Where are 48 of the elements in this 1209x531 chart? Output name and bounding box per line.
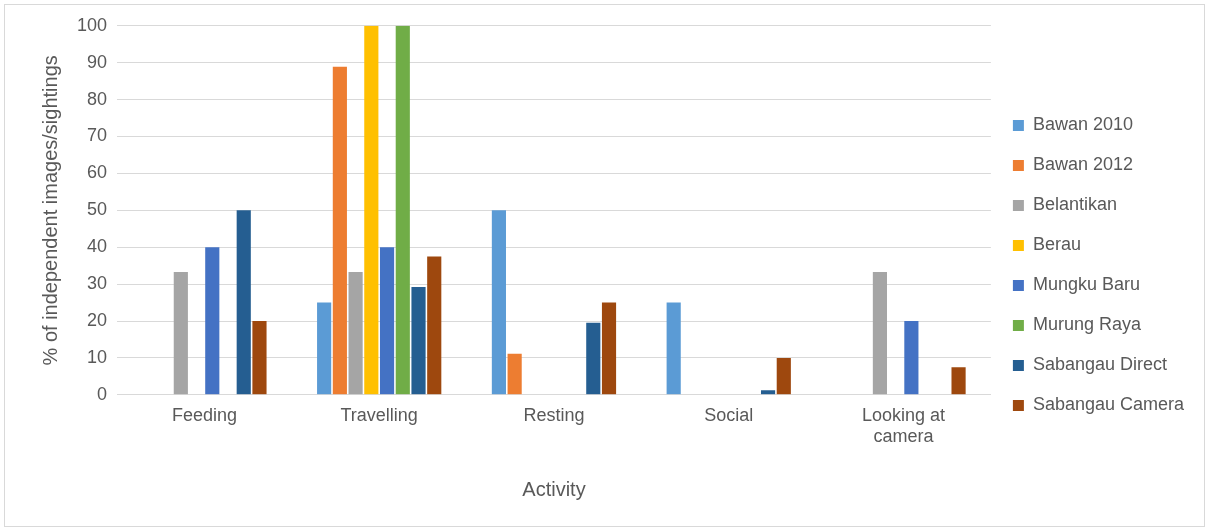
bar <box>205 247 220 395</box>
bar <box>379 247 395 395</box>
y-tick-label: 90 <box>87 51 108 72</box>
x-tick-label: Looking at camera <box>861 404 946 447</box>
bar <box>666 302 681 395</box>
y-tick-label: 80 <box>87 88 108 109</box>
bar <box>491 210 506 395</box>
bar <box>951 367 966 395</box>
x-tick-label: Resting <box>523 404 585 425</box>
bar <box>348 271 363 395</box>
legend-label: Sabangau Camera <box>1032 394 1185 415</box>
bar <box>236 210 251 395</box>
bar <box>507 353 522 395</box>
y-tick-label: 30 <box>87 273 108 294</box>
y-tick-label: 0 <box>97 383 108 404</box>
y-tick-label: 10 <box>87 346 108 367</box>
x-tick-label: Feeding <box>171 404 237 425</box>
x-axis-title: Activity <box>522 477 586 500</box>
bar <box>872 271 887 395</box>
legend-label: Belantikan <box>1032 194 1117 215</box>
bar <box>395 25 410 395</box>
bar <box>364 25 379 395</box>
bar <box>173 271 188 395</box>
y-axis-title: % of independent images/sightings <box>38 55 61 366</box>
y-tick-label: 20 <box>87 309 108 330</box>
y-tick-label: 50 <box>87 199 108 220</box>
y-tick-label: 40 <box>87 236 108 257</box>
bar <box>411 287 426 395</box>
bar <box>586 322 601 395</box>
bar <box>776 357 791 395</box>
legend-label: Bawan 2012 <box>1032 154 1133 175</box>
legend-label: Berau <box>1032 234 1081 255</box>
bar <box>601 302 617 395</box>
bar <box>904 321 919 395</box>
x-tick-label: Social <box>704 404 754 425</box>
legend-label: Mungku Baru <box>1032 274 1140 295</box>
legend-label: Sabangau Direct <box>1032 354 1167 375</box>
legend-label: Bawan 2010 <box>1032 114 1133 135</box>
bar <box>760 390 776 395</box>
bar <box>252 321 267 395</box>
y-tick-label: 70 <box>87 125 108 146</box>
bar <box>317 302 332 395</box>
legend-label: Murung Raya <box>1032 314 1142 335</box>
bar <box>332 66 347 395</box>
y-tick-label: 100 <box>76 14 108 35</box>
x-tick-label: Travelling <box>340 404 418 425</box>
y-tick-label: 60 <box>87 162 108 183</box>
bar <box>427 256 442 395</box>
